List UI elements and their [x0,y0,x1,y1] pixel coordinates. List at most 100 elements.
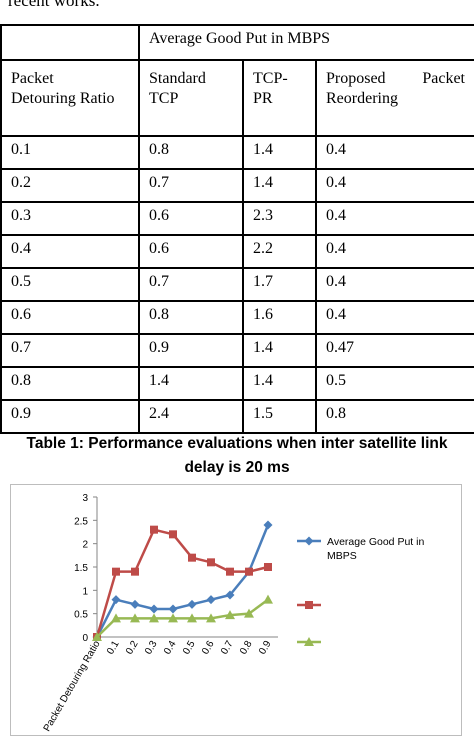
data-point-triangle [149,613,159,623]
data-point-triangle [187,613,197,623]
header-standard-tcp-line2: TCP [149,90,179,107]
table-cell: 2.2 [242,234,317,269]
legend-marker-triangle [304,637,314,646]
x-tick-label: 0.6 [200,639,217,657]
data-point-diamond [149,604,159,614]
data-point-diamond [263,520,273,530]
table-cell: 0.7 [0,333,140,368]
table-cell: 1.5 [242,399,317,434]
header-average-goodput: Average Good Put in MBPS [138,24,474,61]
series-line [96,598,269,638]
data-point-square [245,567,253,576]
table-cell: 0.4 [315,201,474,236]
data-point-square [112,567,120,576]
data-point-triangle [263,594,273,604]
data-point-diamond [225,590,235,600]
table-cell: 0.5 [315,366,474,401]
legend-marker-diamond [304,536,314,546]
table-cell: 1.4 [138,366,244,401]
table-caption: Table 1: Performance evaluations when in… [0,432,474,480]
table-cell: 0.9 [0,399,140,434]
legend-label-line2: MBPS [327,550,357,562]
performance-table: Average Good Put in MBPS Packet Detourin… [0,24,474,434]
data-point-triangle [206,613,216,623]
y-tick-label: 0 [82,633,88,644]
x-tick-label: 0.5 [181,639,198,657]
y-tick-label: 1.5 [74,563,88,574]
table-cell: 0.2 [0,168,140,203]
table-cell: 0.4 [315,300,474,335]
table-cell: 1.7 [242,267,317,302]
table-row: 0.7 0.9 1.4 0.47 [0,333,474,368]
header-proposed-line1: Proposed Packet [326,69,465,89]
series-line [95,524,270,638]
header-standard-tcp-line1: Standard [149,70,206,87]
data-point-square [188,553,196,562]
x-tick-label: 0.1 [105,639,122,657]
table-row: 0.3 0.6 2.3 0.4 [0,201,474,236]
data-point-diamond [206,595,216,605]
header-detouring-ratio: Packet Detouring Ratio [0,59,140,137]
header-proposed-packet-reordering: Proposed Packet Reordering [315,59,474,137]
table-cell: 2.4 [138,399,244,434]
table-cell: 0.7 [138,267,244,302]
y-tick-label: 2 [82,540,88,551]
data-point-diamond [111,595,121,605]
y-tick-label: 1 [82,586,88,597]
table-cell: 0.4 [315,267,474,302]
header-reordering-word: Reordering [326,90,398,107]
data-point-triangle [244,608,254,618]
table-cell: 0.7 [138,168,244,203]
table-row: 0.8 1.4 1.4 0.5 [0,366,474,401]
header-proposed-word: Proposed [326,70,386,87]
data-point-square [264,563,272,571]
header-detouring-ratio-line2: Detouring Ratio [11,90,115,107]
x-tick-label: 0.4 [162,639,179,657]
table-row: 0.4 0.6 2.2 0.4 [0,234,474,269]
table-header-row-1: Average Good Put in MBPS [0,24,474,61]
data-point-diamond [130,599,140,609]
series-line [95,528,269,638]
table-cell: 0.8 [138,300,244,335]
header-packet-word: Packet [422,70,465,87]
x-tick-label: 0.3 [143,639,160,657]
data-point-square [131,567,139,576]
table-cell: 1.4 [242,135,317,170]
data-point-square [169,530,177,539]
data-point-triangle [168,613,178,623]
table-cell: 0.8 [138,135,244,170]
x-tick-label: 0.7 [219,639,236,657]
table-row: 0.2 0.7 1.4 0.4 [0,168,474,203]
table-row: 0.9 2.4 1.5 0.8 [0,399,474,434]
intro-text: recent works. [8,0,100,10]
x-tick-label: Packet Detouring Ratio [42,639,103,734]
caption-line2: delay is 20 ms [184,459,290,476]
table-cell: 0.1 [0,135,140,170]
header-tcp-pr: TCP- PR [242,59,317,137]
data-point-triangle [111,613,121,623]
header-tcp-pr-line1: TCP- [253,70,288,87]
table-cell: 1.4 [242,168,317,203]
table-cell: 1.6 [242,300,317,335]
data-point-diamond [187,599,197,609]
table-row: 0.1 0.8 1.4 0.4 [0,135,474,170]
table-cell: 0.4 [315,135,474,170]
table-cell: 0.5 [0,267,140,302]
data-point-triangle [130,613,140,623]
table-cell: 2.3 [242,201,317,236]
data-point-square [150,525,158,534]
table-cell: 0.8 [0,366,140,401]
chart-container: 0 0.5 1 1.5 2 2.5 3 Packet Detouring Ratio 0.1 0.… [10,484,462,736]
data-point-triangle [92,632,102,641]
table-cell: 1.4 [242,366,317,401]
table-body: 0.1 0.8 1.4 0.4 0.2 0.7 1.4 0.4 0.3 0.6 2.3 0.4 0.4 0… [0,135,474,434]
legend-label-line1: Average Good Put in [327,536,424,548]
table-header-row-2: Packet Detouring Ratio Standard TCP TCP-… [0,59,474,137]
table-cell: 1.4 [242,333,317,368]
x-tick-label: 0.2 [124,639,141,657]
table-cell: 0.6 [0,300,140,335]
header-detouring-ratio-line1: Packet [11,70,54,87]
table-row: 0.5 0.7 1.7 0.4 [0,267,474,302]
table-cell: 0.9 [138,333,244,368]
